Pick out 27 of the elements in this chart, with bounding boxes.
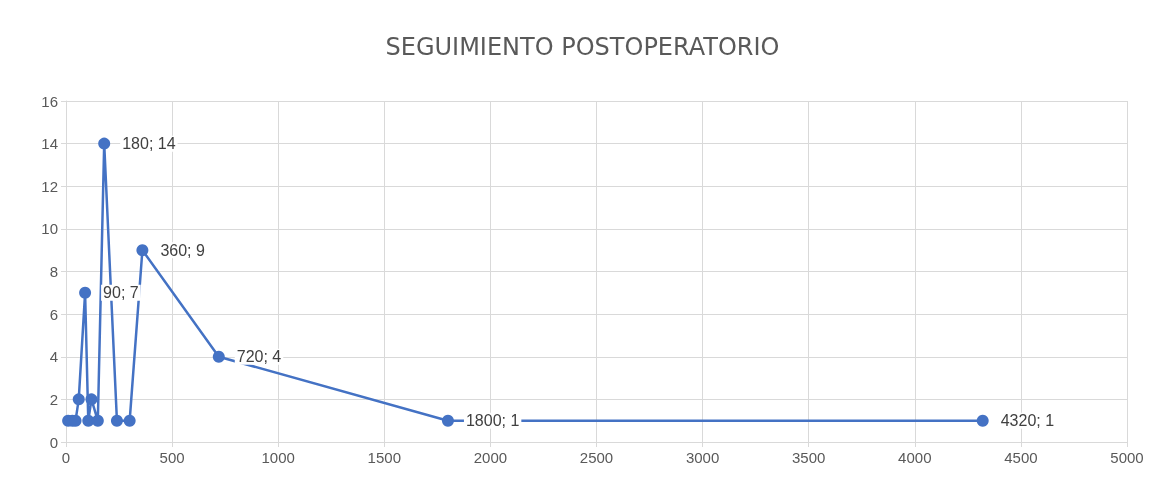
data-label: 90; 7	[103, 284, 139, 302]
data-label: 720; 4	[236, 348, 282, 366]
x-tick-label: 4500	[1004, 449, 1038, 466]
x-tick-label: 4000	[898, 449, 932, 466]
x-tick-label: 1000	[261, 449, 295, 466]
y-tick-label: 6	[49, 305, 58, 323]
x-tick-label: 0	[61, 449, 71, 466]
y-tick-label: 10	[41, 220, 58, 238]
data-label: 180; 14	[122, 135, 176, 153]
y-tick-label: 8	[49, 263, 58, 280]
data-label: 4320; 1	[1000, 412, 1055, 430]
x-tick-label: 3000	[685, 449, 720, 466]
x-tick-label: 1500	[367, 449, 401, 466]
chart-title: SEGUIMIENTO POSTOPERATORIO	[385, 33, 780, 61]
y-tick-label: 14	[41, 135, 58, 153]
y-tick-label: 0	[49, 433, 58, 451]
y-tick-label: 12	[41, 177, 58, 195]
x-tick-label: 500	[159, 449, 185, 466]
x-tick-label: 3500	[792, 449, 826, 466]
x-tick-label: 5000	[1110, 449, 1144, 466]
data-label: 360; 9	[160, 241, 205, 259]
data-label: 1800; 1	[465, 412, 520, 430]
x-tick-label: 2500	[579, 449, 614, 466]
y-tick-label: 16	[41, 92, 58, 110]
y-tick-label: 4	[49, 348, 58, 366]
x-tick-label: 2000	[473, 449, 508, 466]
y-tick-label: 2	[49, 390, 58, 408]
